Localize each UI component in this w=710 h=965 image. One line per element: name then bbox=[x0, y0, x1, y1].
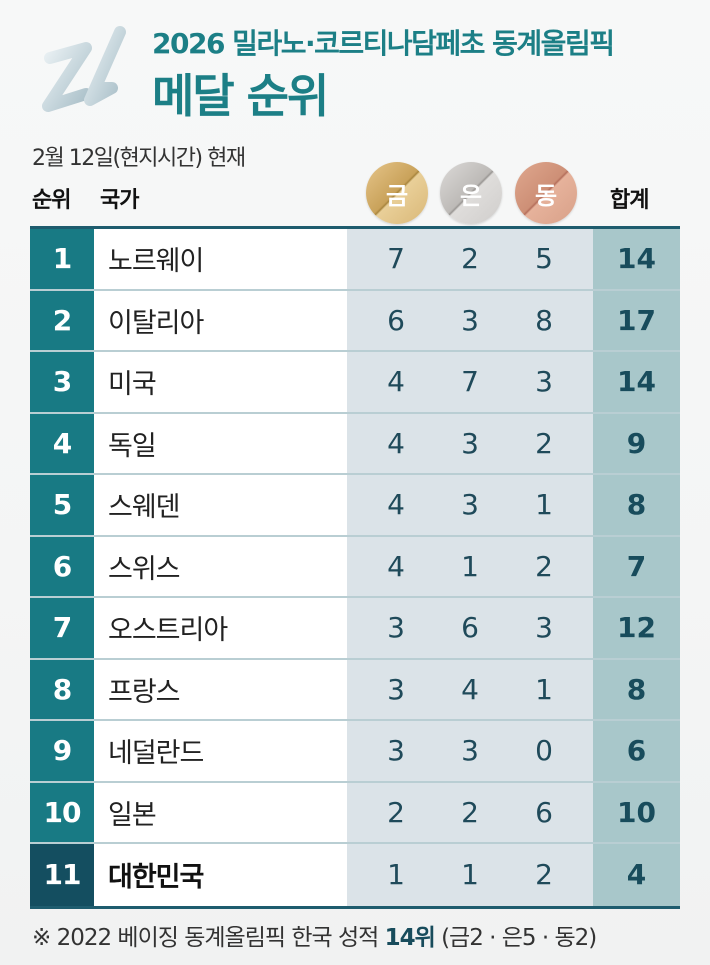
silver-medal-icon: 은 bbox=[440, 162, 502, 224]
gold-cell: 3 bbox=[387, 734, 405, 768]
bronze-cell: 8 bbox=[535, 303, 553, 337]
silver-cell: 1 bbox=[461, 858, 479, 892]
rank-cell: 6 bbox=[30, 536, 94, 596]
country-header: 국가 bbox=[100, 188, 139, 213]
rank-cell: 2 bbox=[30, 290, 94, 350]
table-row: 3 미국 4 7 3 14 bbox=[30, 352, 680, 414]
footnote-rank: 14위 bbox=[384, 925, 436, 951]
bronze-cell: 3 bbox=[535, 365, 553, 399]
rank-cell: 11 bbox=[30, 844, 94, 906]
footnote-suffix: (금2 · 은5 · 동2) bbox=[434, 925, 597, 951]
total-cell: 9 bbox=[626, 426, 647, 460]
gold-cell: 1 bbox=[387, 858, 405, 892]
country-cell: 네덜란드 bbox=[94, 721, 347, 781]
country-cell: 대한민국 bbox=[94, 844, 347, 906]
title-line1: 2026 밀라노·코르티나담페초 동계올림픽 bbox=[152, 27, 615, 60]
gold-cell: 3 bbox=[387, 672, 405, 706]
silver-cell: 2 bbox=[461, 795, 479, 829]
milano-cortina-logo-icon bbox=[28, 18, 138, 118]
country-cell: 일본 bbox=[94, 782, 347, 842]
silver-header: 은 bbox=[459, 181, 483, 210]
footnote-prefix: ※ 2022 베이징 동계올림픽 한국 성적 bbox=[32, 925, 385, 951]
rank-cell: 1 bbox=[30, 229, 94, 289]
total-cell: 8 bbox=[626, 672, 647, 706]
rank-cell: 7 bbox=[30, 598, 94, 658]
silver-cell: 7 bbox=[461, 365, 479, 399]
gold-cell: 6 bbox=[387, 303, 405, 337]
medal-band bbox=[347, 229, 593, 906]
gold-cell: 7 bbox=[387, 242, 405, 276]
total-band bbox=[593, 229, 680, 906]
footnote: ※ 2022 베이징 동계올림픽 한국 성적 14위 (금2 · 은5 · 동2… bbox=[32, 918, 597, 952]
bronze-cell: 5 bbox=[535, 242, 553, 276]
gold-medal-icon: 금 bbox=[366, 162, 428, 224]
total-cell: 7 bbox=[626, 549, 647, 583]
total-cell: 12 bbox=[617, 611, 656, 645]
rank-header: 순위 bbox=[32, 188, 71, 213]
bronze-cell: 0 bbox=[535, 734, 553, 768]
silver-cell: 1 bbox=[461, 549, 479, 583]
rank-cell: 9 bbox=[30, 721, 94, 781]
gold-cell: 4 bbox=[387, 549, 405, 583]
as-of-date: 2월 12일(현지시간) 현재 bbox=[32, 146, 246, 171]
total-cell: 6 bbox=[626, 734, 647, 768]
total-header: 합계 bbox=[610, 188, 649, 213]
table-row: 10 일본 2 2 6 10 bbox=[30, 782, 680, 844]
table-row: 1 노르웨이 7 2 5 14 bbox=[30, 229, 680, 291]
silver-cell: 6 bbox=[461, 611, 479, 645]
table-row: 9 네덜란드 3 3 0 6 bbox=[30, 721, 680, 783]
rank-cell: 10 bbox=[30, 782, 94, 842]
bronze-header: 동 bbox=[534, 181, 558, 210]
table-row: 2 이탈리아 6 3 8 17 bbox=[30, 290, 680, 352]
gold-cell: 4 bbox=[387, 365, 405, 399]
total-cell: 14 bbox=[617, 365, 656, 399]
gold-cell: 3 bbox=[387, 611, 405, 645]
silver-cell: 3 bbox=[461, 488, 479, 522]
bronze-cell: 1 bbox=[535, 488, 553, 522]
rank-cell: 3 bbox=[30, 352, 94, 412]
bronze-cell: 2 bbox=[535, 549, 553, 583]
rank-cell: 8 bbox=[30, 659, 94, 719]
bronze-cell: 6 bbox=[535, 795, 553, 829]
gold-cell: 4 bbox=[387, 488, 405, 522]
country-cell: 노르웨이 bbox=[94, 229, 347, 289]
table-row-korea: 11 대한민국 1 1 2 4 bbox=[30, 844, 680, 906]
gold-cell: 2 bbox=[387, 795, 405, 829]
table-row: 5 스웨덴 4 3 1 8 bbox=[30, 475, 680, 537]
bronze-cell: 2 bbox=[535, 426, 553, 460]
country-cell: 독일 bbox=[94, 413, 347, 473]
bronze-cell: 2 bbox=[535, 858, 553, 892]
page-title: 메달 순위 bbox=[152, 69, 329, 123]
gold-cell: 4 bbox=[387, 426, 405, 460]
total-cell: 8 bbox=[626, 488, 647, 522]
country-cell: 이탈리아 bbox=[94, 290, 347, 350]
country-cell: 스위스 bbox=[94, 536, 347, 596]
table-row: 7 오스트리아 3 6 3 12 bbox=[30, 598, 680, 660]
table-row: 8 프랑스 3 4 1 8 bbox=[30, 659, 680, 721]
silver-cell: 2 bbox=[461, 242, 479, 276]
silver-cell: 3 bbox=[461, 734, 479, 768]
country-cell: 프랑스 bbox=[94, 659, 347, 719]
total-cell: 17 bbox=[617, 303, 656, 337]
country-cell: 오스트리아 bbox=[94, 598, 347, 658]
total-cell: 10 bbox=[617, 795, 656, 829]
table-row: 6 스위스 4 1 2 7 bbox=[30, 536, 680, 598]
rank-cell: 5 bbox=[30, 475, 94, 535]
bronze-medal-icon: 동 bbox=[515, 162, 577, 224]
bronze-cell: 3 bbox=[535, 611, 553, 645]
bronze-cell: 1 bbox=[535, 672, 553, 706]
country-cell: 미국 bbox=[94, 352, 347, 412]
silver-cell: 3 bbox=[461, 303, 479, 337]
total-cell: 4 bbox=[626, 858, 647, 892]
total-cell: 14 bbox=[617, 242, 656, 276]
table-row: 4 독일 4 3 2 9 bbox=[30, 413, 680, 475]
silver-cell: 4 bbox=[461, 672, 479, 706]
gold-header: 금 bbox=[385, 181, 409, 210]
medal-table: 1 노르웨이 7 2 5 14 2 이탈리아 6 3 8 17 3 미국 4 7… bbox=[30, 226, 680, 909]
rank-cell: 4 bbox=[30, 413, 94, 473]
silver-cell: 3 bbox=[461, 426, 479, 460]
country-cell: 스웨덴 bbox=[94, 475, 347, 535]
